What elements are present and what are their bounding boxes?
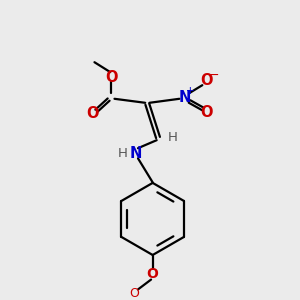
Text: O: O (147, 267, 159, 281)
Text: O: O (200, 74, 213, 88)
Text: H: H (168, 131, 178, 144)
Text: O: O (200, 105, 213, 120)
Text: H: H (118, 147, 128, 160)
Text: O: O (105, 70, 118, 85)
Text: O: O (86, 106, 99, 121)
Text: N: N (129, 146, 142, 161)
Text: N: N (178, 90, 191, 105)
Text: +: + (186, 86, 195, 96)
Text: O: O (129, 287, 139, 300)
Text: −: − (209, 68, 219, 82)
